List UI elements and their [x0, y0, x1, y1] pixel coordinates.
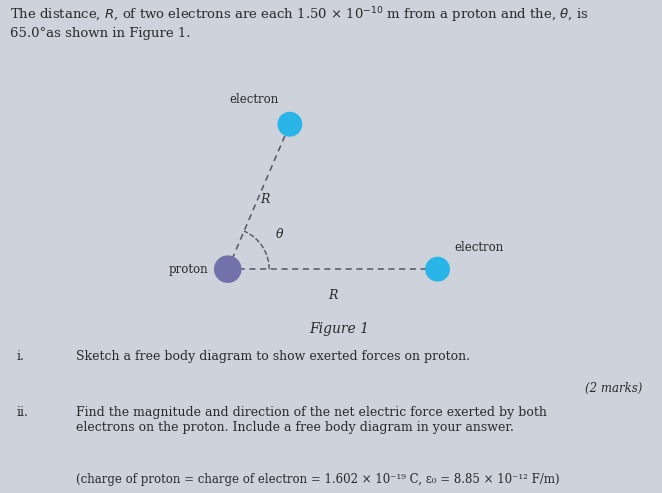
Circle shape	[214, 256, 241, 282]
Text: ii.: ii.	[17, 406, 28, 419]
Text: i.: i.	[17, 350, 24, 363]
Circle shape	[426, 257, 449, 281]
Text: Sketch a free body diagram to show exerted forces on proton.: Sketch a free body diagram to show exert…	[76, 350, 470, 363]
Text: (2 marks): (2 marks)	[585, 382, 642, 395]
Text: R: R	[328, 288, 338, 302]
Text: θ: θ	[276, 228, 283, 242]
Text: Find the magnitude and direction of the net electric force exerted by both
elect: Find the magnitude and direction of the …	[76, 406, 547, 434]
Text: electron: electron	[454, 241, 503, 254]
Text: The distance, $R$, of two electrons are each 1.50 × 10$^{-10}$ m from a proton a: The distance, $R$, of two electrons are …	[10, 5, 589, 39]
Text: electron: electron	[230, 93, 279, 106]
Text: proton: proton	[169, 263, 209, 276]
Text: (charge of proton = charge of electron = 1.602 × 10⁻¹⁹ C, ε₀ = 8.85 × 10⁻¹² F/m): (charge of proton = charge of electron =…	[76, 473, 560, 487]
Circle shape	[278, 112, 302, 136]
Text: R: R	[260, 193, 269, 206]
Text: Figure 1: Figure 1	[310, 321, 369, 336]
